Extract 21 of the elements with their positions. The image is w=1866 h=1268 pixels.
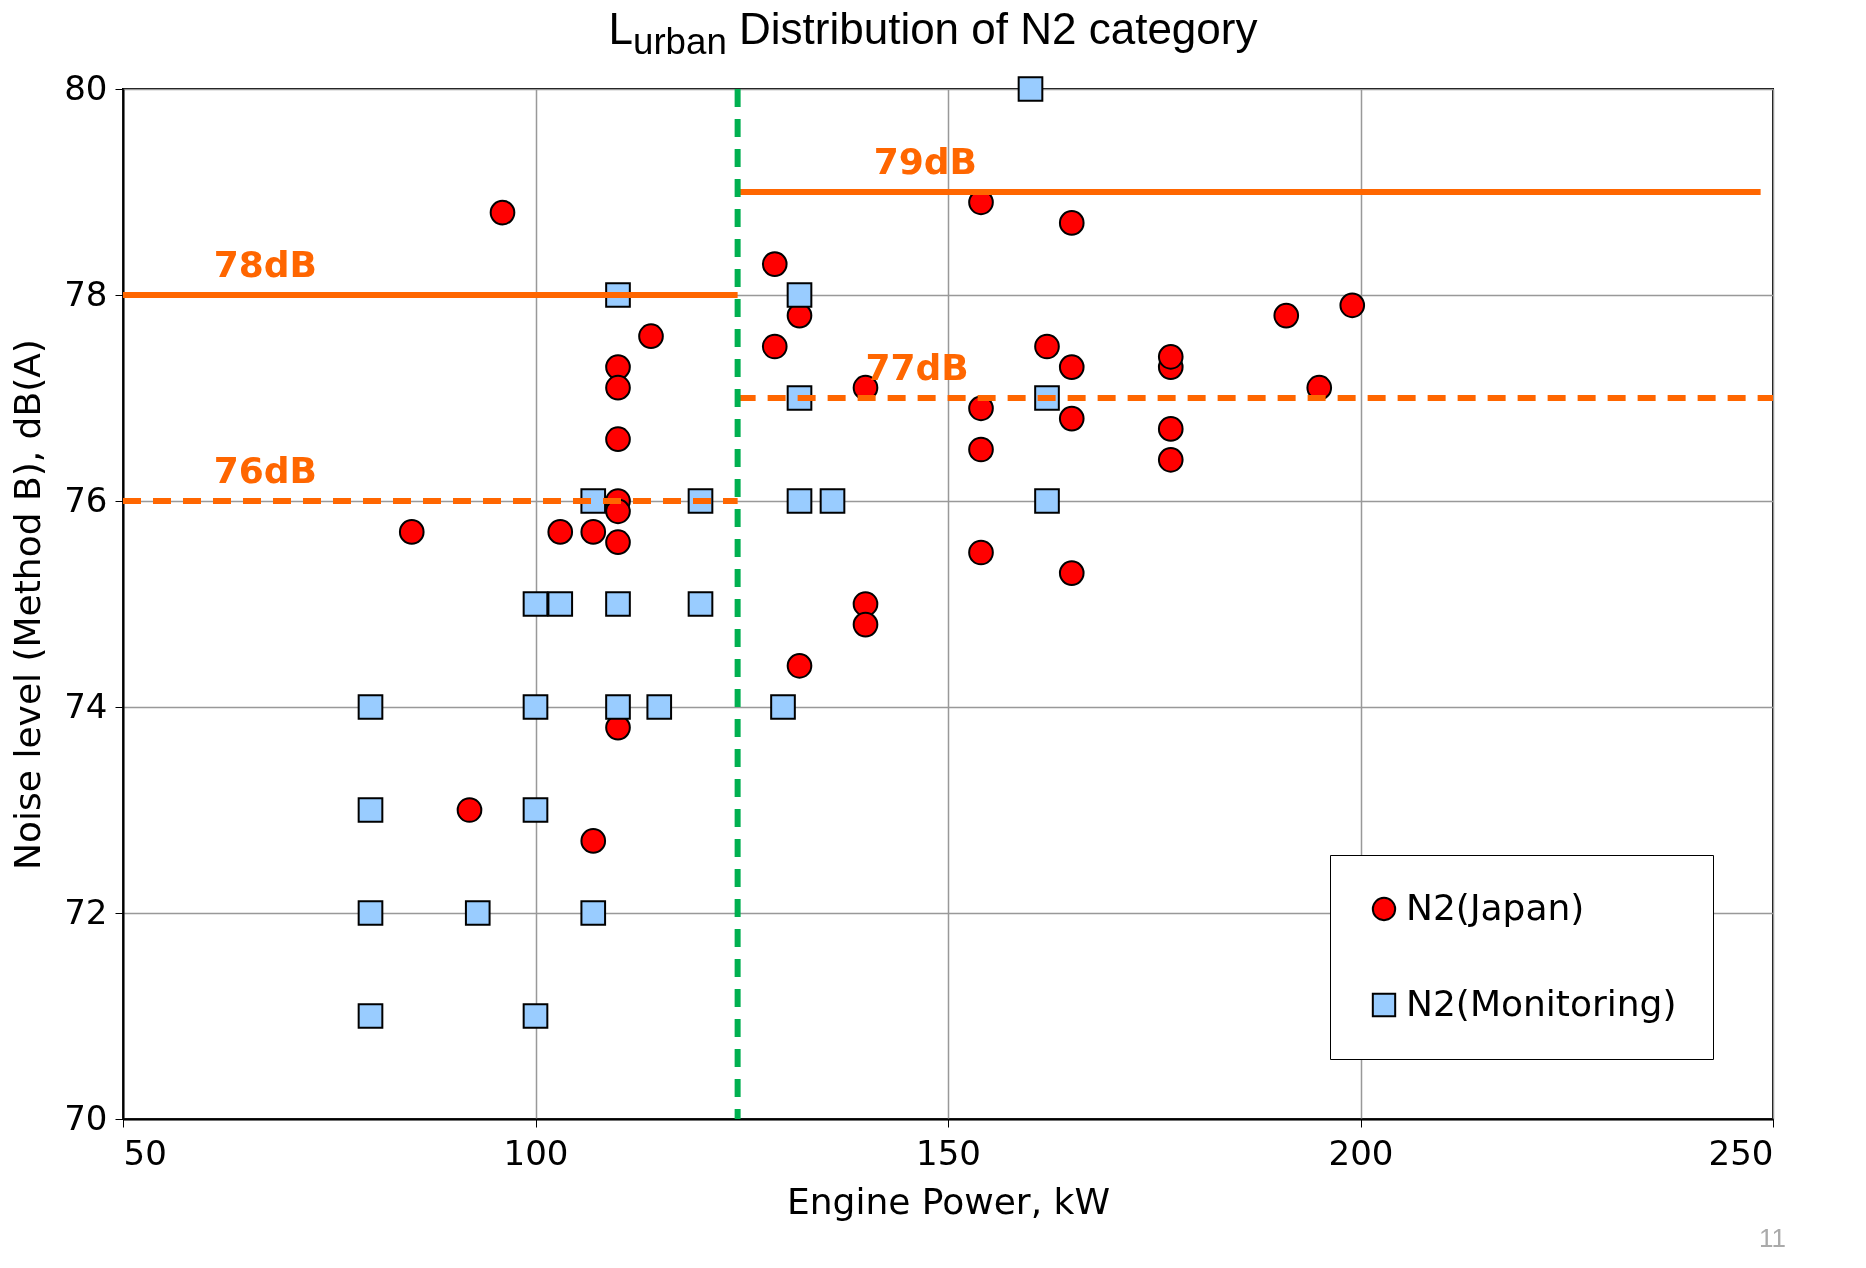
annotation: 76dB: [213, 450, 318, 491]
y-tick-label: 80: [64, 67, 108, 108]
y-tick-label: 72: [64, 891, 108, 932]
x-tick-label: 100: [503, 1132, 569, 1173]
chart-title: L$_{urban}$ Distribution of N2 category: [607, 4, 1259, 63]
y-tick-label: 76: [64, 479, 108, 520]
legend-label: N2(Japan): [1406, 887, 1585, 928]
y-axis-title: Noise level (Method B), dB(A): [7, 339, 49, 870]
y-tick-label: 70: [64, 1097, 108, 1138]
y-tick-label: 78: [64, 273, 108, 314]
annotation: 78dB: [213, 244, 318, 285]
x-tick-label: 250: [1708, 1132, 1774, 1173]
annotation: 77dB: [865, 347, 969, 388]
x-axis-title: Engine Power, kW: [787, 1180, 1110, 1222]
annotation: 79dB: [873, 141, 978, 182]
x-tick-label: 50: [123, 1132, 167, 1173]
x-tick-label: 150: [916, 1132, 981, 1173]
text: 11: [1759, 1223, 1786, 1254]
x-tick-label: 200: [1328, 1132, 1394, 1173]
y-tick-label: 74: [64, 685, 108, 726]
legend-label: N2(Monitoring): [1406, 983, 1677, 1024]
